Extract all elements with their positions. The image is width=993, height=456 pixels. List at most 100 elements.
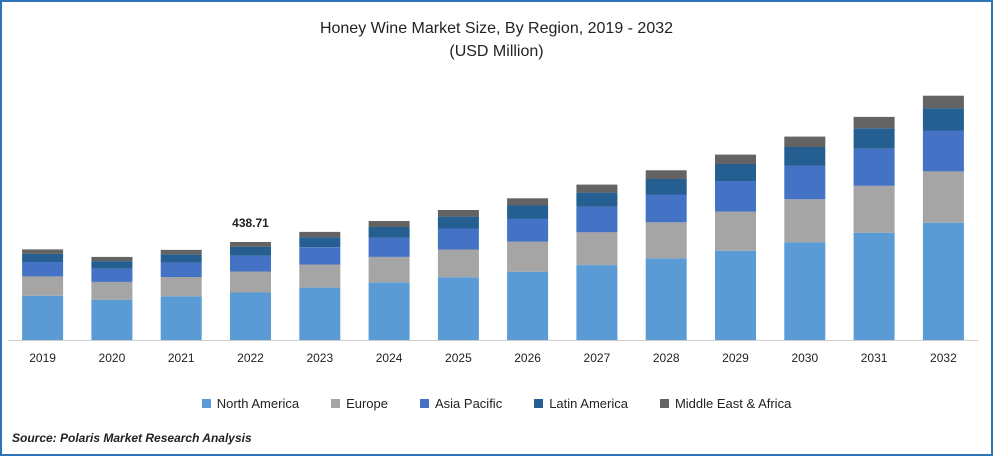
- legend-label: Latin America: [549, 396, 628, 411]
- bar-segment: [160, 262, 202, 277]
- bar-segment: [299, 264, 341, 288]
- bar-segment: [160, 277, 202, 297]
- bar-segment: [922, 95, 964, 109]
- bar-segment: [91, 268, 133, 282]
- legend-item: Middle East & Africa: [659, 396, 792, 411]
- bar-segment: [645, 222, 687, 259]
- x-tick-label: 2025: [445, 351, 472, 365]
- bar-segment: [645, 170, 687, 179]
- bar-segment: [853, 116, 895, 129]
- bar-segment: [299, 247, 341, 265]
- bar-segment: [784, 242, 826, 340]
- x-tick-label: 2030: [791, 351, 818, 365]
- bar-segment: [437, 210, 479, 217]
- x-tick-label: 2019: [29, 351, 56, 365]
- legend-label: Europe: [346, 396, 388, 411]
- x-tick-label: 2023: [306, 351, 333, 365]
- bar-segment: [715, 211, 756, 251]
- bar-segment: [230, 271, 271, 293]
- bar-segment: [922, 222, 964, 340]
- bar-segment: [576, 192, 618, 207]
- bar-segment: [22, 249, 64, 254]
- legend-swatch: [201, 399, 211, 408]
- bar-segment: [437, 228, 479, 250]
- bar-segment: [507, 205, 549, 219]
- chart-subtitle: (USD Million): [449, 43, 544, 60]
- legend-swatch: [659, 399, 669, 408]
- bar-segment: [230, 242, 271, 247]
- x-tick-label: 2031: [861, 351, 888, 365]
- legend-item: Asia Pacific: [420, 396, 502, 411]
- bar-segment: [160, 296, 202, 340]
- bar-segment: [784, 147, 826, 166]
- bar-segment: [853, 185, 895, 233]
- bar-segment: [784, 136, 826, 147]
- x-tick-label: 2028: [653, 351, 680, 365]
- bar-segment: [784, 199, 826, 243]
- bar-segment: [507, 198, 549, 206]
- bar-segment: [645, 179, 687, 195]
- bar-segment: [91, 299, 133, 340]
- legend-label: North America: [216, 396, 300, 411]
- bar-segment: [368, 256, 410, 283]
- bar-segment: [437, 277, 479, 340]
- bar-segment: [230, 246, 271, 256]
- bar-segment: [576, 206, 618, 233]
- bar-segment: [368, 282, 410, 340]
- x-tick-label: 2021: [168, 351, 195, 365]
- bar-segment: [853, 128, 895, 149]
- x-tick-label: 2026: [514, 351, 541, 365]
- bar-segment: [437, 249, 479, 278]
- bar-segment: [160, 254, 202, 263]
- bar-segment: [715, 154, 756, 165]
- bar-segment: [368, 227, 410, 238]
- bar-segment: [576, 184, 618, 193]
- bar-segment: [299, 287, 341, 340]
- legend-item: North America: [201, 396, 300, 411]
- chart-title: Honey Wine Market Size, By Region, 2019 …: [319, 20, 674, 37]
- legend-swatch: [331, 399, 341, 408]
- legend-item: Europe: [331, 396, 388, 411]
- bar-segment: [507, 241, 549, 272]
- bar-segment: [230, 255, 271, 272]
- bar-segment: [645, 258, 687, 340]
- bar-segment: [22, 295, 64, 340]
- bar-segment: [22, 253, 64, 262]
- bar-segment: [576, 265, 618, 340]
- bar-segment: [299, 231, 341, 238]
- bar-segment: [853, 148, 895, 186]
- bar-segment: [91, 281, 133, 300]
- bar-segment: [91, 261, 133, 269]
- bar-segment: [507, 271, 549, 340]
- x-tick-label: 2029: [722, 351, 749, 365]
- x-tick-label: 2020: [99, 351, 126, 365]
- bar-segment: [715, 181, 756, 212]
- legend-label: Middle East & Africa: [674, 396, 792, 411]
- bar-segment: [230, 292, 271, 340]
- source-note: Source: Polaris Market Research Analysis: [12, 431, 252, 445]
- bar-segment: [576, 232, 618, 265]
- bar-segment: [91, 256, 133, 262]
- bar-segment: [715, 250, 756, 340]
- bar-segment: [507, 218, 549, 242]
- bar-segment: [922, 130, 964, 172]
- x-tick-label: 2024: [376, 351, 403, 365]
- x-tick-label: 2027: [584, 351, 611, 365]
- bar-segment: [22, 276, 64, 296]
- legend-item: Latin America: [534, 396, 628, 411]
- bar-segment: [368, 237, 410, 257]
- bar-segment: [645, 194, 687, 223]
- x-tick-label: 2022: [237, 351, 264, 365]
- bar-segment: [853, 232, 895, 340]
- bar-segment: [160, 249, 202, 255]
- legend-swatch: [420, 399, 429, 408]
- bar-segment: [437, 216, 479, 229]
- legend-swatch: [534, 399, 544, 408]
- bar-segment: [784, 165, 826, 200]
- chart-legend: North America Europe Asia Pacific Latin Ame…: [2, 396, 991, 411]
- data-label: 438.71: [232, 216, 269, 230]
- bar-segment: [922, 108, 964, 131]
- bar-segment: [299, 237, 341, 248]
